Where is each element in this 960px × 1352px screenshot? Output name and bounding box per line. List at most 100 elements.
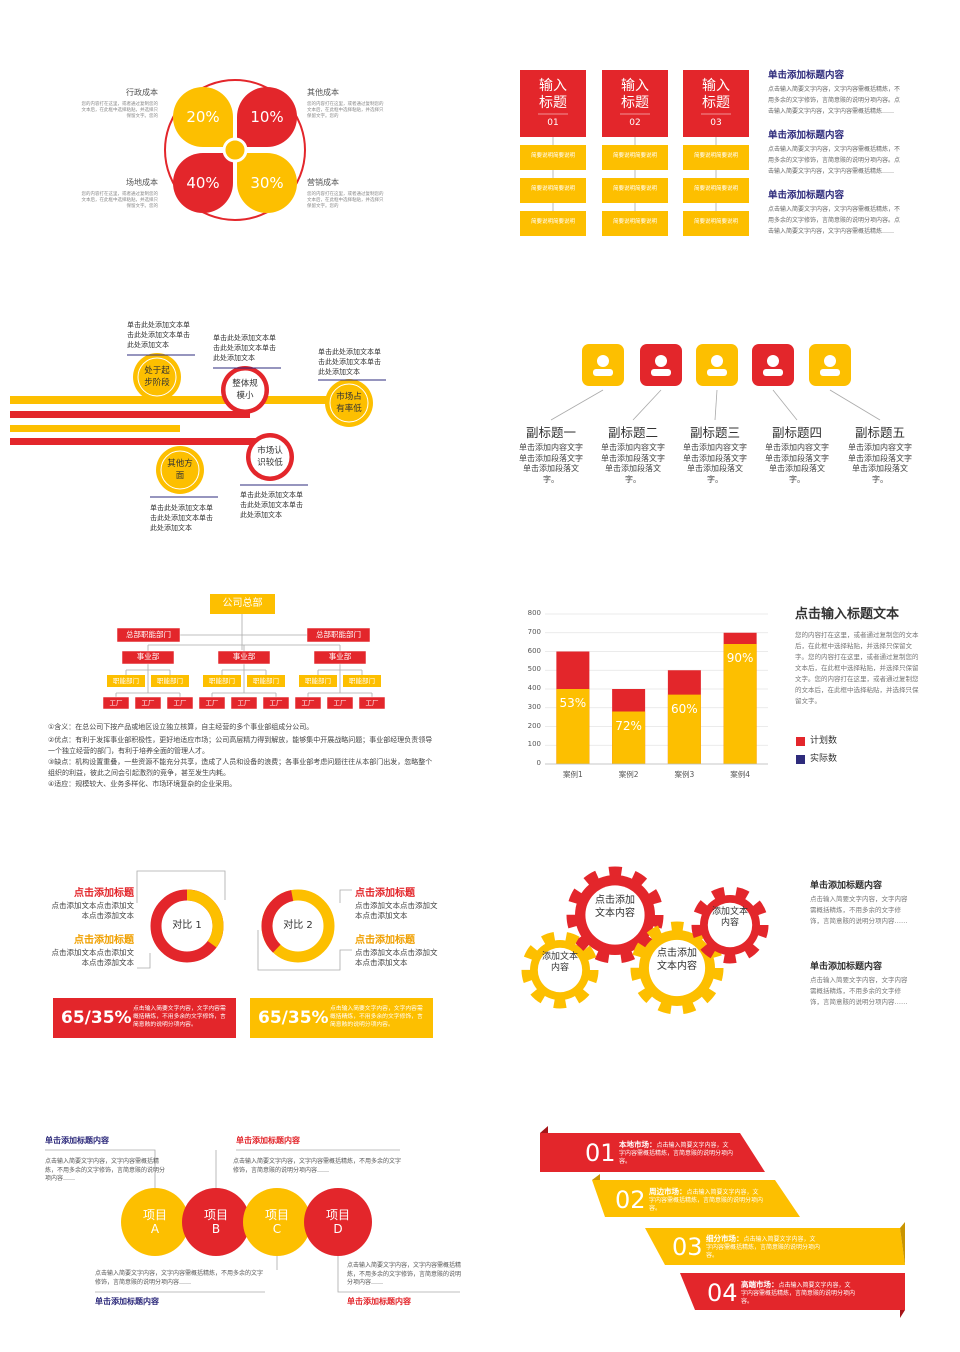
org-label: 公司总部: [222, 598, 263, 610]
callout-title: 点击添加标题: [355, 935, 415, 946]
cost-label: 其他成本: [307, 88, 339, 97]
cost-label: 场地成本: [126, 178, 158, 187]
market-description: 点击输入简要文字内容，文字内容需概括精炼，言简意赅的说明分项内容。: [649, 1189, 764, 1212]
project-label: 项目C: [264, 1208, 289, 1236]
icon-glyph: [711, 355, 723, 367]
box-title: 输入标题: [621, 78, 649, 111]
percent-label: 10%: [250, 108, 284, 126]
cost-description: 您的内容打在这里，或者通过复制您的文本后，在此框中选择粘贴，并选择只保留文字。您…: [307, 102, 384, 120]
market-text: 高端市场：点击输入简要文字内容，文字内容需概括精炼，言简意赅的说明分项内容。: [741, 1281, 856, 1306]
icon-glyph: [767, 355, 779, 367]
banner: [53, 998, 236, 1038]
stage-label: 市场认识较低: [257, 446, 283, 468]
note-title: 单击添加标题内容: [768, 130, 845, 141]
org-box: [198, 696, 226, 710]
banner-ratio: 65/35%: [61, 1008, 132, 1028]
org-label: 工厂: [365, 698, 379, 707]
ribbon: [540, 1133, 765, 1172]
org-box: [210, 594, 275, 614]
gear-label: 点击添加文本内容: [595, 895, 635, 919]
box-number: 02: [629, 118, 641, 128]
ribbon-fold: [592, 1174, 600, 1180]
note-text: 点击输入简要文字内容，文字内容需概括精炼，不用多余的文字修饰，言简意赅的说明分项…: [810, 895, 908, 925]
box-title: 输入标题: [539, 78, 567, 111]
percent-label: 30%: [250, 174, 284, 192]
stage-label: 其他方面: [167, 459, 193, 481]
cost-description: 您的内容打在这里，或者通过复制您的文本后，在此框中选择粘贴，并选择只保留文字。您…: [81, 192, 159, 210]
subtitle-text: 单击添加内容文字单击添加段落文字单击添加段落文字。: [848, 443, 912, 484]
legend-swatch: [796, 755, 805, 764]
org-box: [358, 696, 386, 710]
note-title: 单击添加标题内容: [768, 190, 845, 201]
step-text: 简要说明简要说明: [612, 186, 657, 192]
market-number: 01: [585, 1139, 616, 1167]
legend-label: 计划数: [810, 736, 838, 746]
connector: [550, 389, 604, 421]
org-box: [230, 696, 258, 710]
y-tick-label: 600: [527, 646, 541, 655]
gear-label: 添加文本内容: [712, 907, 749, 929]
cost-description: 您的内容打在这里，或者通过复制您的文本后，在此框中选择粘贴，并选择只保留文字。您…: [307, 192, 384, 210]
note-title: 单击添加标题内容: [347, 1297, 411, 1306]
stage-note: 单击此处添加文本单击此处添加文本单击此处添加文本: [318, 348, 381, 376]
project-label: 项目D: [325, 1208, 350, 1236]
connector: [337, 1256, 460, 1293]
bar: [556, 689, 590, 764]
gear-hub: [537, 947, 583, 993]
project-circle: [121, 1188, 189, 1256]
stage-inner: [160, 450, 200, 490]
org-label: 职能部门: [113, 676, 139, 685]
y-tick-label: 100: [527, 740, 541, 749]
org-note: ④适应：规模较大、业务多样化、市场环境复杂的企业采用。: [48, 780, 237, 788]
project-circle: [243, 1188, 311, 1256]
org-note: ③缺点：机构设置重叠，一些资源不能充分共享，造成了人员和设备的浪费；各事业部考虑…: [48, 758, 433, 777]
org-label: 事业部: [136, 652, 160, 662]
org-box: [326, 696, 354, 710]
callout-text: 点击添加文本点击添加文本点击添加文本: [51, 901, 135, 920]
note-text: 点击输入简要文字内容，文字内容需概括精炼，不用多余的文字修饰，言简意赅的说明分项…: [233, 1158, 402, 1174]
stage-label: 整体规模小: [232, 379, 258, 401]
org-label: 职能部门: [157, 676, 183, 685]
gear-teeth: [521, 931, 599, 1009]
cost-description: 您的内容打在这里，或者通过复制您的文本后，在此框中选择粘贴，并选择只保留文字。您…: [81, 102, 159, 120]
project-circle: [304, 1188, 372, 1256]
step-box: [602, 145, 668, 170]
rate-label: 53%: [559, 696, 587, 710]
gear-hub: [585, 885, 645, 945]
callout-text: 点击添加文本点击添加文本点击添加文本: [51, 948, 135, 967]
org-label: 事业部: [232, 652, 256, 662]
legend-label: 实际数: [810, 754, 838, 764]
org-label: 事业部: [328, 652, 352, 662]
org-label: 工厂: [173, 698, 187, 707]
connector: [137, 953, 151, 969]
market-text: 周边市场：点击输入简要文字内容，文字内容需概括精炼，言简意赅的说明分项内容。: [649, 1188, 764, 1213]
center-dot: [222, 137, 248, 163]
step-text: 简要说明简要说明: [693, 219, 738, 225]
title-box: [520, 70, 586, 137]
org-label: 职能部门: [349, 676, 375, 685]
org-label: 工厂: [237, 698, 251, 707]
ribbon: [680, 1273, 905, 1310]
percent-label: 20%: [186, 108, 220, 126]
note-text: 点击输入简要文字内容，文字内容需概括精炼，不用多余的文字修饰，言简意赅的说明分项…: [768, 146, 901, 175]
chart-title: 点击输入标题文本: [795, 607, 900, 622]
org-label: 职能部门: [209, 676, 235, 685]
y-tick-label: 200: [527, 721, 541, 730]
note-title: 单击添加标题内容: [236, 1136, 300, 1145]
project-label: 项目B: [203, 1208, 228, 1236]
note-title: 单击添加标题内容: [810, 881, 883, 891]
box-title: 输入标题: [702, 78, 730, 111]
chart-description: 您的内容打在这里，或者通过复制您的文本后，在此框中选择粘贴，并选择只保留文字。您…: [795, 631, 919, 705]
box-number: 03: [710, 118, 722, 128]
icon-glyph: [707, 369, 727, 376]
gear-teeth: [630, 921, 724, 1015]
rate-label: 72%: [615, 718, 642, 733]
org-note: ①含义：在总公司下按产品或地区设立独立核算，自主经营的多个事业部组成分公司。: [48, 723, 314, 731]
donut-segment: [261, 890, 294, 953]
gear-teeth: [566, 866, 664, 964]
subtitle-text: 单击添加内容文字单击添加段落文字单击添加段落文字。: [765, 443, 829, 484]
y-tick-label: 0: [536, 759, 541, 767]
gear-teeth: [691, 886, 769, 964]
percent-label: 40%: [186, 174, 220, 192]
note-text: 点击输入简要文字内容，文字内容需概括精炼，不用多余的文字修饰，言简意赅的说明分项…: [768, 86, 901, 115]
